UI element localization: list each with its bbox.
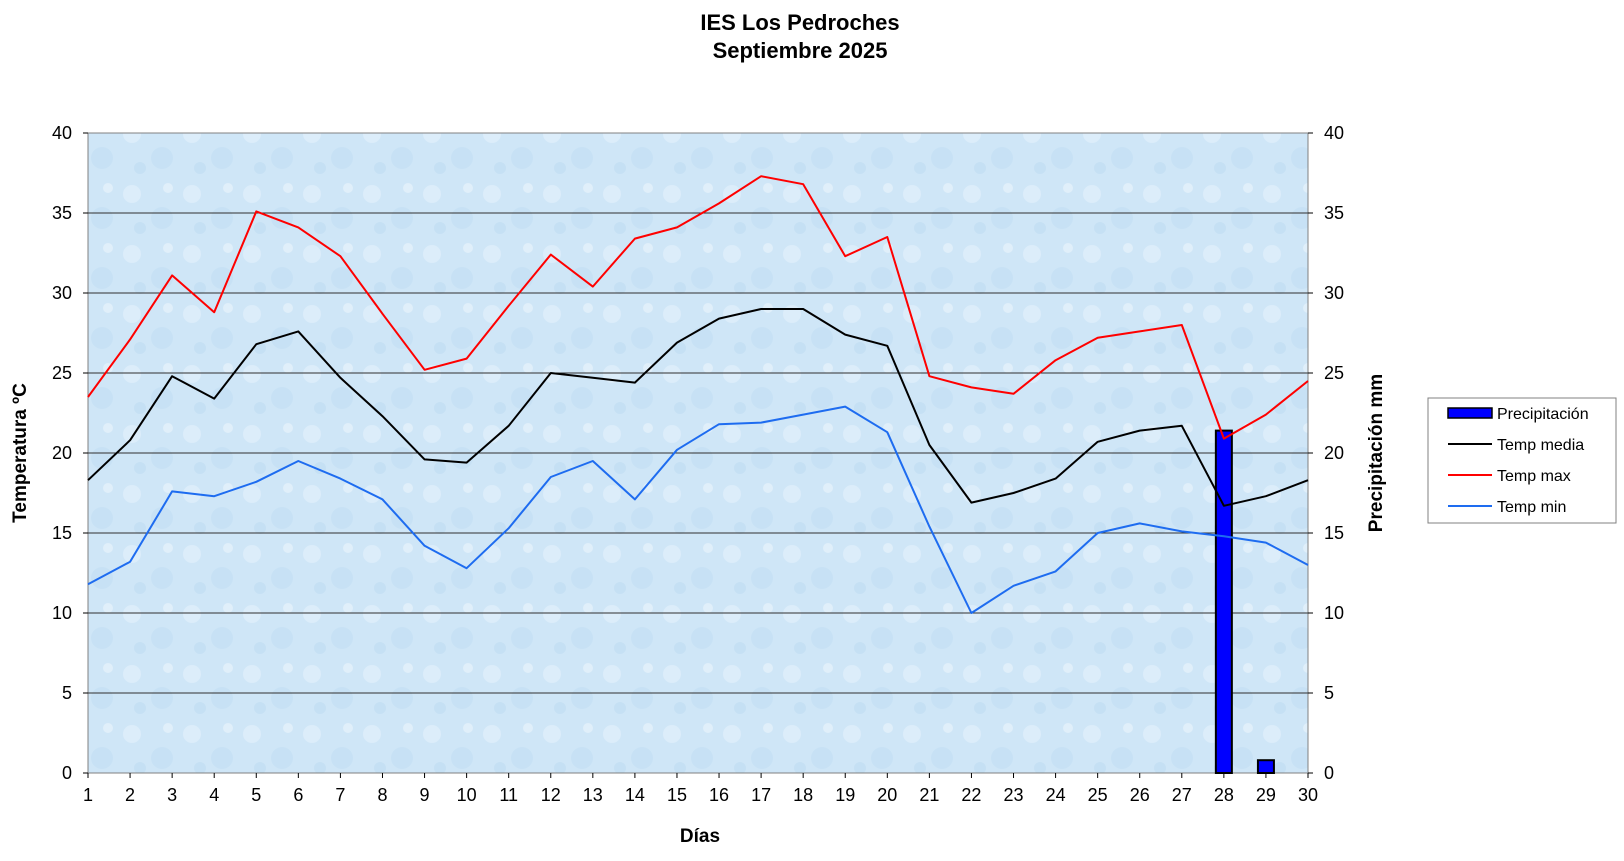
gridlines — [83, 132, 1313, 778]
x-tick-label: 8 — [377, 785, 387, 805]
legend-label-precipitaci-n: Precipitación — [1497, 406, 1589, 423]
right-y-axis-label: Precipitación mm — [1366, 374, 1387, 532]
left-y-axis-label: Temperatura ºC — [10, 383, 31, 523]
x-tick-label: 21 — [919, 785, 939, 805]
left-tick-label: 30 — [52, 283, 72, 303]
right-tick-label: 0 — [1324, 763, 1334, 783]
x-tick-label: 14 — [625, 785, 645, 805]
right-tick-label: 10 — [1324, 603, 1344, 623]
x-tick-label: 17 — [751, 785, 771, 805]
x-tick-label: 7 — [335, 785, 345, 805]
x-tick-label: 2 — [125, 785, 135, 805]
legend-label-temp-max: Temp max — [1497, 468, 1571, 485]
series-line-temp-max — [87, 175, 1309, 440]
right-tick-label: 15 — [1324, 523, 1344, 543]
left-y-tick-labels: 0 5 10 15 20 25 30 35 40 — [52, 123, 72, 783]
x-tick-label: 10 — [457, 785, 477, 805]
x-tick-label: 27 — [1172, 785, 1192, 805]
x-tick-label: 3 — [167, 785, 177, 805]
x-tick-label: 16 — [709, 785, 729, 805]
chart-subtitle: Septiembre 2025 — [713, 38, 888, 63]
legend-swatch-precipitaci-n — [1447, 407, 1493, 419]
right-y-tick-labels: 0 5 10 15 20 25 30 35 40 — [1324, 123, 1344, 783]
right-tick-label: 20 — [1324, 443, 1344, 463]
series-line-temp-media — [87, 308, 1309, 507]
x-tick-label: 23 — [1004, 785, 1024, 805]
x-tick-label: 24 — [1046, 785, 1066, 805]
x-tick-label: 30 — [1298, 785, 1318, 805]
left-tick-label: 20 — [52, 443, 72, 463]
right-tick-label: 25 — [1324, 363, 1344, 383]
x-tick-label: 28 — [1214, 785, 1234, 805]
x-tick-label: 22 — [961, 785, 981, 805]
x-tick-label: 11 — [499, 785, 518, 805]
x-tick-label: 5 — [251, 785, 261, 805]
x-tick-label: 29 — [1256, 785, 1276, 805]
x-tick-label: 25 — [1088, 785, 1108, 805]
precipitation-bar — [1214, 429, 1233, 774]
precipitation-bar — [1256, 759, 1275, 775]
left-tick-label: 0 — [62, 763, 72, 783]
x-tick-labels: 1 2 3 4 5 6 7 8 9 10 11 12 13 14 15 16 17 18 19 20 21 22 23 24 2… — [83, 785, 1318, 805]
x-tick-label: 20 — [877, 785, 897, 805]
left-tick-label: 40 — [52, 123, 72, 143]
series-line-temp-min — [87, 405, 1309, 614]
x-tick-label: 1 — [83, 785, 93, 805]
right-tick-label: 30 — [1324, 283, 1344, 303]
x-tick-label: 9 — [420, 785, 430, 805]
legend-items: Precipitación Temp media Temp max Temp min — [1447, 406, 1589, 516]
legend: Precipitación Temp media Temp max Temp min — [1427, 397, 1617, 524]
right-tick-label: 35 — [1324, 203, 1344, 223]
left-tick-label: 35 — [52, 203, 72, 223]
temperature-lines — [87, 175, 1309, 614]
x-tick-label: 6 — [293, 785, 303, 805]
x-tick-label: 18 — [793, 785, 813, 805]
x-axis-label: Días — [680, 826, 720, 847]
legend-label-temp-min: Temp min — [1497, 499, 1566, 516]
x-tick-label: 13 — [583, 785, 603, 805]
x-tick-label: 26 — [1130, 785, 1150, 805]
right-tick-label: 40 — [1324, 123, 1344, 143]
x-tick-label: 12 — [541, 785, 561, 805]
left-tick-label: 10 — [52, 603, 72, 623]
right-tick-label: 5 — [1324, 683, 1334, 703]
x-tick-label: 15 — [667, 785, 687, 805]
left-tick-label: 15 — [52, 523, 72, 543]
x-tick-label: 4 — [209, 785, 219, 805]
legend-box — [1427, 397, 1617, 524]
x-tick-label: 19 — [835, 785, 855, 805]
legend-label-temp-media: Temp media — [1497, 437, 1584, 454]
precipitation-bars — [1214, 429, 1275, 775]
left-tick-label: 25 — [52, 363, 72, 383]
chart-title: IES Los Pedroches — [700, 10, 899, 35]
left-tick-label: 5 — [62, 683, 72, 703]
